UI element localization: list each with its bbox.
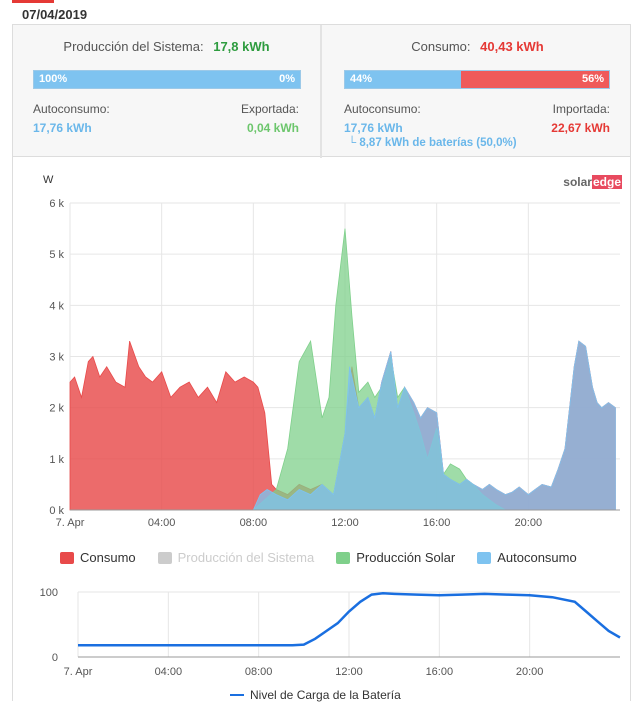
legend-swatch	[60, 551, 74, 564]
y-tick-label: 2 k	[49, 403, 64, 415]
consumption-summary: Consumo: 40,43 kWh 44% 56% Autoconsumo: …	[324, 25, 631, 158]
legend-line-swatch	[230, 694, 244, 696]
production-bar-right-pct: 0%	[279, 73, 295, 85]
battery-x-tick-label: 20:00	[516, 666, 544, 678]
legend-label: Nivel de Carga de la Batería	[250, 688, 401, 702]
legend-swatch	[477, 551, 492, 564]
battery-level-line	[78, 592, 621, 647]
export-label: Exportada:	[240, 102, 299, 116]
y-tick-label: 1 k	[49, 454, 64, 466]
legend-swatch	[157, 551, 172, 564]
battery-y-tick-label: 100	[40, 587, 58, 599]
legend-item-produccion-sistema[interactable]: Producción del Sistema	[157, 550, 315, 565]
power-chart[interactable]: 0 k 1 k 2 k 3 k 4 k 5 k 6 k 7. Apr 04:00 08:00 12:…	[0, 157, 636, 702]
battery-x-tick-label: 16:00	[426, 666, 454, 678]
y-tick-label: 4 k	[49, 300, 64, 312]
autoconsumo-area	[252, 340, 616, 511]
legend-item-autoconsumo[interactable]: Autoconsumo	[477, 550, 577, 565]
date-accent-bar	[12, 0, 54, 3]
battery-x-tick-label: 04:00	[155, 666, 183, 678]
energy-summary-panel: Producción del Sistema: 17,8 kWh 100% 0%…	[12, 24, 631, 158]
x-tick-label: 20:00	[515, 517, 543, 529]
y-axis-label: W	[43, 174, 54, 186]
solaredge-logo: solaredge	[563, 175, 622, 189]
x-tick-label: 08:00	[240, 517, 268, 529]
x-tick-label: 04:00	[148, 517, 176, 529]
production-summary: Producción del Sistema: 17,8 kWh 100% 0%…	[13, 25, 322, 158]
production-label: Producción del Sistema:	[63, 39, 204, 54]
battery-x-tick-label: 12:00	[335, 666, 363, 678]
production-bar-left-pct: 100%	[39, 73, 68, 85]
consumption-kpi: Consumo: 40,43 kWh	[324, 39, 631, 54]
production-bar: 100% 0%	[33, 70, 301, 89]
battery-y-tick-label: 0	[52, 652, 58, 664]
production-bar-self: 100% 0%	[34, 71, 300, 88]
legend-label: Producción del Sistema	[177, 550, 315, 565]
power-chart-legend: Consumo Producción del Sistema Producció…	[60, 550, 599, 565]
legend-label: Producción Solar	[356, 550, 456, 565]
report-date: 07/04/2019	[22, 7, 88, 22]
legend-label: Consumo	[80, 550, 136, 565]
battery-x-tick-label: 7. Apr	[64, 666, 93, 678]
legend-swatch	[336, 551, 351, 564]
battery-chart-legend[interactable]: Nivel de Carga de la Batería	[230, 688, 401, 702]
export-value: 0,04 kWh	[246, 121, 299, 135]
y-tick-label: 6 k	[49, 198, 64, 210]
y-tick-label: 0 k	[49, 505, 64, 517]
y-tick-label: 3 k	[49, 352, 64, 364]
consumption-bar-self: 44%	[345, 71, 462, 88]
production-self-label: Autoconsumo:	[33, 102, 110, 116]
consumption-label: Consumo:	[411, 39, 471, 54]
consumption-bar: 44% 56%	[344, 70, 610, 89]
x-tick-label: 7. Apr	[56, 517, 85, 529]
import-value: 22,67 kWh	[551, 121, 610, 135]
consumption-bar-import: 56%	[461, 71, 609, 88]
x-tick-label: 12:00	[331, 517, 359, 529]
production-self-value: 17,76 kWh	[33, 121, 92, 135]
y-tick-label: 5 k	[49, 249, 64, 261]
production-value: 17,8 kWh	[213, 39, 270, 54]
chart-container	[12, 157, 631, 701]
import-label: Importada:	[552, 102, 610, 116]
legend-item-produccion-solar[interactable]: Producción Solar	[336, 550, 455, 565]
production-kpi: Producción del Sistema: 17,8 kWh	[13, 39, 320, 54]
consumption-self-label: Autoconsumo:	[344, 102, 421, 116]
battery-x-tick-label: 08:00	[245, 666, 273, 678]
legend-label: Autoconsumo	[497, 550, 577, 565]
consumption-value: 40,43 kWh	[480, 39, 544, 54]
legend-item-consumo[interactable]: Consumo	[60, 550, 136, 565]
battery-contribution: └ 8,87 kWh de baterías (50,0%)	[348, 137, 517, 149]
x-tick-label: 16:00	[423, 517, 451, 529]
consumption-self-value: 17,76 kWh	[344, 121, 403, 135]
